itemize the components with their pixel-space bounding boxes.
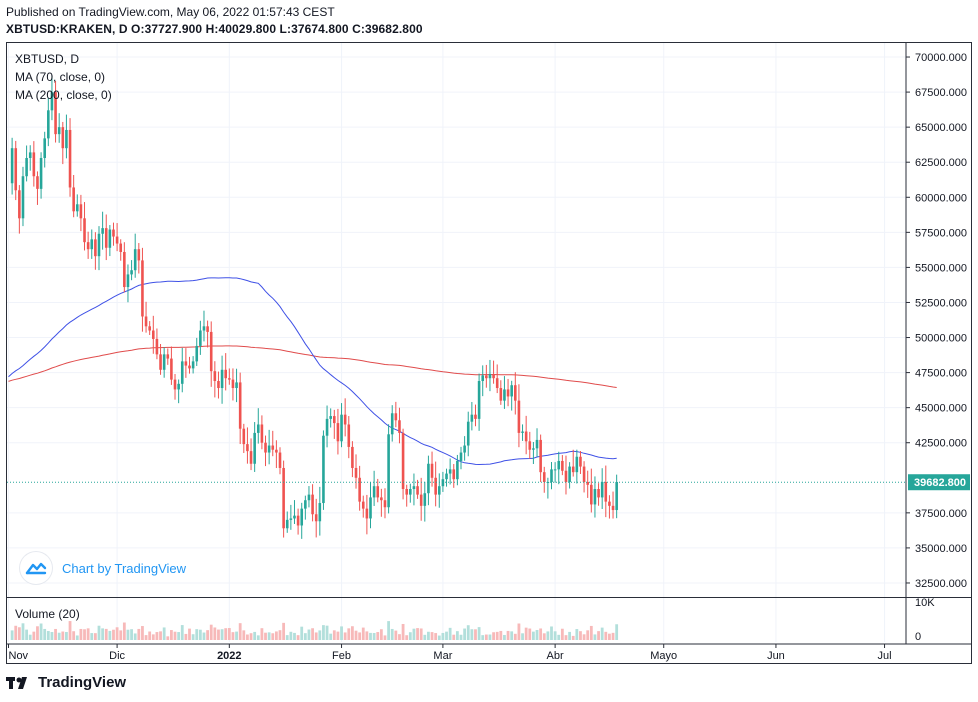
tradingview-logo-icon bbox=[20, 552, 52, 584]
legend-volume: Volume (20) bbox=[15, 607, 80, 621]
legend-ma200: MA (200, close, 0) bbox=[15, 88, 112, 102]
tradingview-brand-icon bbox=[6, 676, 27, 689]
legend-symbol: XBTUSD, D bbox=[15, 52, 80, 66]
tradingview-watermark[interactable]: Chart by TradingView bbox=[20, 552, 186, 584]
footer-brand[interactable]: TradingView bbox=[6, 674, 126, 691]
published-info: Published on TradingView.com, May 06, 20… bbox=[6, 5, 335, 19]
brand-name: TradingView bbox=[38, 674, 127, 691]
watermark-label: Chart by TradingView bbox=[62, 560, 187, 576]
chart-frame[interactable] bbox=[6, 42, 972, 664]
ohlc-summary: XBTUSD:KRAKEN, D O:37727.900 H:40029.800… bbox=[6, 22, 423, 36]
legend-ma70: MA (70, close, 0) bbox=[15, 70, 106, 84]
